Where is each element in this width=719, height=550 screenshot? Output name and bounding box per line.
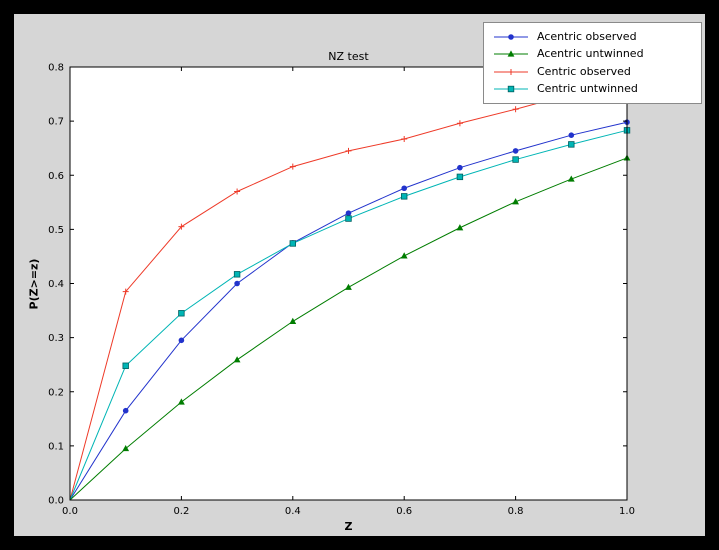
nz-plot: 0.0 0.2 0.4 0.6 0.8 1.0 0.0 0.1 0.2 0.3 0.4 0.5 0.6 0… bbox=[48, 63, 635, 518]
x-tick-label: 0.6 bbox=[396, 506, 412, 517]
x-tick-label: 0.2 bbox=[173, 506, 189, 517]
legend-item-label: Acentric observed bbox=[537, 29, 637, 43]
legend-line-sample bbox=[494, 33, 528, 40]
y-axis-label: P(Z>=z) bbox=[27, 258, 41, 310]
x-tick-label: 0.4 bbox=[285, 506, 301, 517]
legend-item: Centric observed bbox=[492, 63, 693, 81]
x-tick-label: 0.8 bbox=[508, 506, 524, 517]
y-tick-label: 0.5 bbox=[48, 225, 64, 236]
y-tick-label: 0.6 bbox=[48, 171, 64, 182]
legend-line-sample bbox=[494, 68, 528, 75]
x-axis-label: Z bbox=[344, 520, 353, 533]
plot-area bbox=[70, 67, 627, 500]
legend-line-sample bbox=[494, 50, 528, 57]
legend-item-label: Centric observed bbox=[537, 64, 631, 78]
y-tick-label: 0.8 bbox=[48, 63, 64, 74]
y-tick-label: 0.2 bbox=[48, 387, 64, 398]
x-tick-label: 0.0 bbox=[62, 506, 78, 517]
y-tick-label: 0.1 bbox=[48, 441, 64, 452]
legend-item-label: Acentric untwinned bbox=[537, 47, 644, 61]
y-tick-label: 0.7 bbox=[48, 117, 64, 128]
legend-line-sample bbox=[494, 86, 528, 93]
chart-title: NZ test bbox=[328, 50, 369, 63]
legend-item-label: Centric untwinned bbox=[537, 82, 638, 96]
y-tick-label: 0.3 bbox=[48, 333, 64, 344]
legend-item: Centric untwinned bbox=[492, 81, 693, 99]
figure-canvas: 0.0 0.2 0.4 0.6 0.8 1.0 0.0 0.1 0.2 0.3 0.4 0.5 0.6 0… bbox=[14, 14, 705, 536]
y-tick-label: 0.0 bbox=[48, 496, 64, 507]
y-tick-label: 0.4 bbox=[48, 279, 64, 290]
legend: Acentric observed Acentric untwinned Centr… bbox=[483, 22, 702, 104]
legend-item: Acentric untwinned bbox=[492, 46, 693, 64]
x-tick-label: 1.0 bbox=[619, 506, 635, 517]
legend-item: Acentric observed bbox=[492, 28, 693, 46]
